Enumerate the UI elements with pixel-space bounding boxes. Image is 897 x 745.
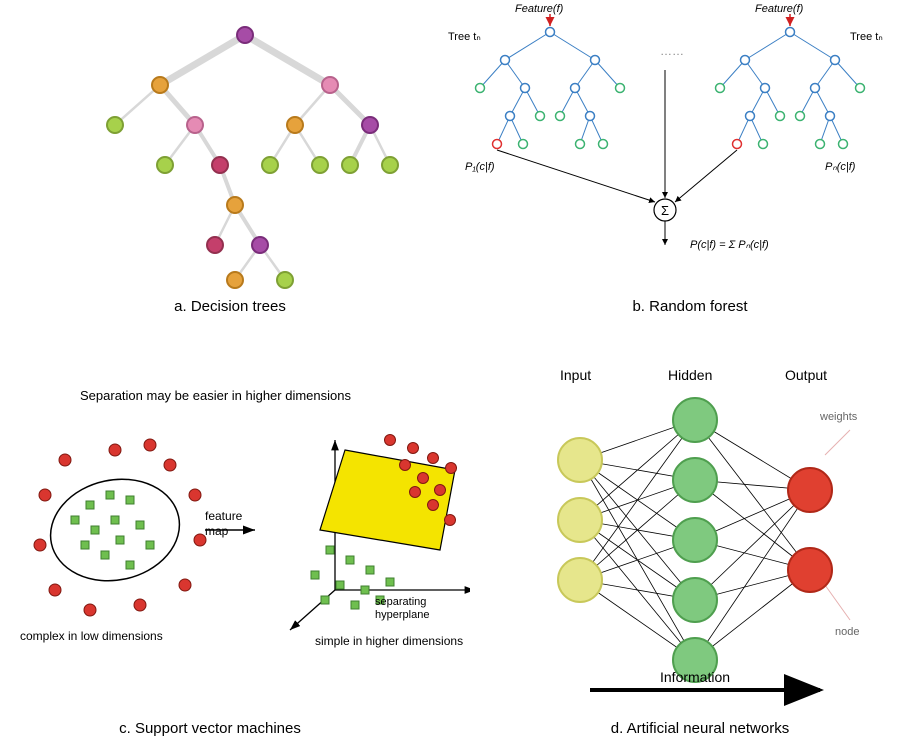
svg-text:Input: Input bbox=[560, 367, 591, 383]
caption-a: a. Decision trees bbox=[100, 298, 360, 315]
svg-text:Information: Information bbox=[660, 669, 730, 685]
svg-text:Separation may be easier in hi: Separation may be easier in higher dimen… bbox=[80, 388, 351, 403]
svg-text:Σ: Σ bbox=[661, 203, 669, 218]
svg-text:Feature(f): Feature(f) bbox=[755, 3, 804, 15]
svg-text:Tree tₙ: Tree tₙ bbox=[448, 31, 481, 43]
svg-text:Pₙ(c|f): Pₙ(c|f) bbox=[825, 161, 856, 173]
decision-tree-diagram bbox=[20, 5, 440, 295]
svg-text:hyperplane: hyperplane bbox=[375, 609, 429, 621]
svg-text:complex in low dimensions: complex in low dimensions bbox=[20, 629, 163, 643]
svg-text:feature: feature bbox=[205, 509, 243, 523]
svg-text:weights: weights bbox=[819, 411, 858, 423]
svg-text:simple in higher dimensions: simple in higher dimensions bbox=[315, 634, 463, 648]
caption-b: b. Random forest bbox=[590, 298, 790, 315]
svg-text:Output: Output bbox=[785, 367, 827, 383]
ann-diagram: Input Hidden Output weights node Information bbox=[520, 360, 880, 710]
random-forest-diagram: Feature(f) Feature(f) Tree tₙ Tree tₙ …… P₁(c… bbox=[445, 0, 895, 290]
svg-text:Tree tₙ: Tree tₙ bbox=[850, 31, 883, 43]
svg-text:node: node bbox=[835, 626, 859, 638]
caption-d: d. Artificial neural networks bbox=[570, 720, 830, 737]
svg-text:map: map bbox=[205, 524, 229, 538]
svg-text:Hidden: Hidden bbox=[668, 367, 712, 383]
caption-c: c. Support vector machines bbox=[80, 720, 340, 737]
svg-text:……: …… bbox=[660, 44, 684, 58]
svm-diagram: Separation may be easier in higher dimen… bbox=[10, 380, 470, 690]
svg-text:P(c|f) = Σ Pₙ(c|f): P(c|f) = Σ Pₙ(c|f) bbox=[690, 239, 769, 251]
svg-text:P₁(c|f): P₁(c|f) bbox=[465, 161, 495, 173]
svg-text:Feature(f): Feature(f) bbox=[515, 3, 564, 15]
svg-text:separating: separating bbox=[375, 596, 426, 608]
